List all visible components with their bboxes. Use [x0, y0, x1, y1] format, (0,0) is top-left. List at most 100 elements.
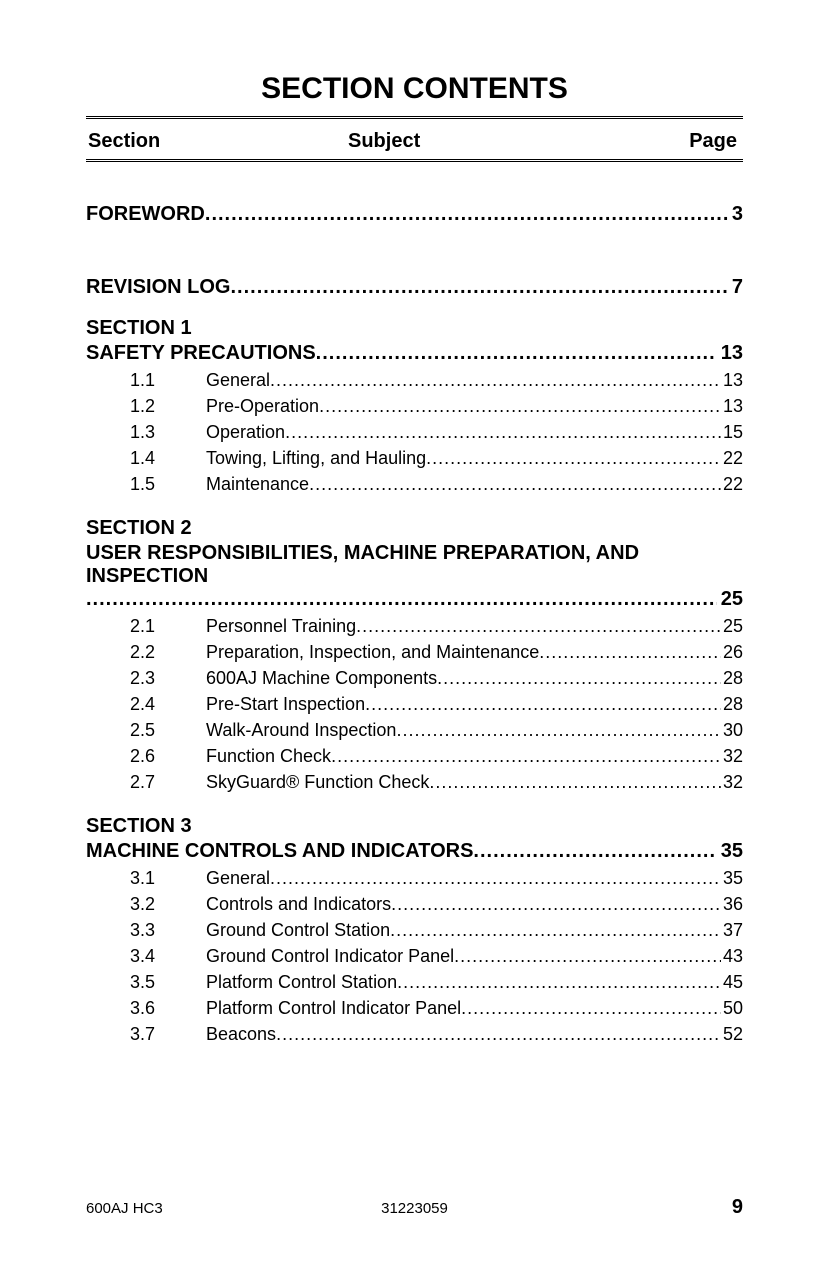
rule-top	[86, 116, 743, 120]
sub-page: 25	[721, 616, 743, 637]
toc-body: FOREWORD ...............................…	[86, 203, 743, 1045]
dot-leader: ........................................…	[276, 1024, 721, 1045]
section-title: MACHINE CONTROLS AND INDICATORS	[86, 840, 473, 863]
sub-page: 35	[721, 868, 743, 889]
dot-leader: ........................................…	[86, 588, 717, 611]
toc-sub-row: 1.4 Towing, Lifting, and Hauling .......…	[86, 448, 743, 469]
sub-title: Ground Control Station	[206, 920, 390, 941]
dot-leader: ........................................…	[205, 203, 728, 226]
section-label: SECTION 2	[86, 517, 743, 540]
sub-num: 1.5	[130, 474, 206, 495]
sub-title: Ground Control Indicator Panel	[206, 946, 454, 967]
dot-leader: ........................................…	[230, 276, 727, 299]
toc-sub-row: 3.7 Beacons ............................…	[86, 1024, 743, 1045]
sub-page: 22	[721, 448, 743, 469]
sub-page: 45	[721, 972, 743, 993]
sub-num: 3.7	[130, 1024, 206, 1045]
sub-title: 600AJ Machine Components	[206, 668, 437, 689]
page-title: SECTION CONTENTS	[86, 72, 743, 106]
toc-sub-row: 2.6 Function Check .....................…	[86, 746, 743, 767]
toc-section-2: SECTION 2 USER RESPONSIBILITIES, MACHINE…	[86, 517, 743, 793]
dot-leader: ........................................…	[270, 868, 721, 889]
section-label: SECTION 1	[86, 317, 743, 340]
sub-title: General	[206, 868, 270, 889]
sub-num: 2.4	[130, 694, 206, 715]
sub-num: 2.6	[130, 746, 206, 767]
sub-title: Pre-Start Inspection	[206, 694, 365, 715]
sub-title: Maintenance	[206, 474, 309, 495]
dot-leader: ........................................…	[309, 474, 721, 495]
toc-section-1: SECTION 1 SAFETY PRECAUTIONS ...........…	[86, 317, 743, 495]
toc-major-foreword: FOREWORD ...............................…	[86, 203, 743, 226]
sub-title: Walk-Around Inspection	[206, 720, 396, 741]
sub-title: Platform Control Indicator Panel	[206, 998, 461, 1019]
sub-num: 1.1	[130, 370, 206, 391]
sub-page: 43	[721, 946, 743, 967]
toc-sub-row: 1.5 Maintenance ........................…	[86, 474, 743, 495]
section-title-row: USER RESPONSIBILITIES, MACHINE PREPARATI…	[86, 542, 743, 611]
dot-leader: ........................................…	[539, 642, 721, 663]
sub-title: SkyGuard® Function Check	[206, 772, 429, 793]
toc-sub-row: 2.3 600AJ Machine Components ...........…	[86, 668, 743, 689]
sub-num: 2.3	[130, 668, 206, 689]
dot-leader: ........................................…	[316, 342, 717, 365]
sub-num: 3.6	[130, 998, 206, 1019]
sub-num: 3.5	[130, 972, 206, 993]
dot-leader: ........................................…	[331, 746, 721, 767]
sub-page: 28	[721, 694, 743, 715]
section-title-row: MACHINE CONTROLS AND INDICATORS ........…	[86, 840, 743, 863]
toc-header-row: Section Subject Page	[86, 128, 743, 159]
footer-model: 600AJ HC3	[86, 1200, 305, 1217]
toc-section-3: SECTION 3 MACHINE CONTROLS AND INDICATOR…	[86, 815, 743, 1045]
sub-page: 30	[721, 720, 743, 741]
sub-num: 3.2	[130, 894, 206, 915]
footer-docnum: 31223059	[305, 1200, 524, 1217]
sub-title: Personnel Training	[206, 616, 356, 637]
dot-leader: ........................................…	[426, 448, 721, 469]
sub-title: Operation	[206, 422, 285, 443]
dot-leader: ........................................…	[473, 840, 716, 863]
dot-leader: ........................................…	[429, 772, 721, 793]
dot-leader: ........................................…	[437, 668, 721, 689]
sub-page: 26	[721, 642, 743, 663]
dot-leader: ........................................…	[454, 946, 721, 967]
dot-leader: ........................................…	[391, 894, 721, 915]
sub-page: 15	[721, 422, 743, 443]
rule-bottom	[86, 159, 743, 163]
sub-page: 28	[721, 668, 743, 689]
section-page: 13	[717, 342, 743, 365]
sub-num: 2.2	[130, 642, 206, 663]
sub-num: 3.3	[130, 920, 206, 941]
sub-page: 13	[721, 396, 743, 417]
toc-major-revision-log: REVISION LOG ...........................…	[86, 276, 743, 299]
dot-leader: ........................................…	[319, 396, 721, 417]
footer-pagenum: 9	[524, 1196, 743, 1219]
sub-page: 13	[721, 370, 743, 391]
toc-sub-row: 2.2 Preparation, Inspection, and Mainten…	[86, 642, 743, 663]
page-footer: 600AJ HC3 31223059 9	[86, 1196, 743, 1219]
section-page: 25	[717, 588, 743, 611]
section-label: SECTION 3	[86, 815, 743, 838]
toc-sub-row: 3.5 Platform Control Station ...........…	[86, 972, 743, 993]
toc-sub-row: 3.1 General ............................…	[86, 868, 743, 889]
section-title: USER RESPONSIBILITIES, MACHINE PREPARATI…	[86, 542, 743, 588]
toc-sub-row: 3.6 Platform Control Indicator Panel ...…	[86, 998, 743, 1019]
dot-leader: ........................................…	[270, 370, 721, 391]
sub-page: 32	[721, 772, 743, 793]
toc-sub-row: 1.1 General ............................…	[86, 370, 743, 391]
section-title-row: SAFETY PRECAUTIONS .....................…	[86, 342, 743, 365]
toc-sub-row: 3.3 Ground Control Station .............…	[86, 920, 743, 941]
toc-sub-row: 1.3 Operation ..........................…	[86, 422, 743, 443]
major-label: FOREWORD	[86, 203, 205, 226]
sub-num: 2.7	[130, 772, 206, 793]
dot-leader: ........................................…	[461, 998, 721, 1019]
major-label: REVISION LOG	[86, 276, 230, 299]
toc-sub-row: 2.1 Personnel Training .................…	[86, 616, 743, 637]
sub-page: 50	[721, 998, 743, 1019]
dot-leader: ........................................…	[397, 972, 721, 993]
sub-page: 32	[721, 746, 743, 767]
sub-title: Platform Control Station	[206, 972, 397, 993]
toc-sub-row: 2.7 SkyGuard® Function Check ...........…	[86, 772, 743, 793]
toc-sub-row: 2.5 Walk-Around Inspection .............…	[86, 720, 743, 741]
sub-page: 22	[721, 474, 743, 495]
